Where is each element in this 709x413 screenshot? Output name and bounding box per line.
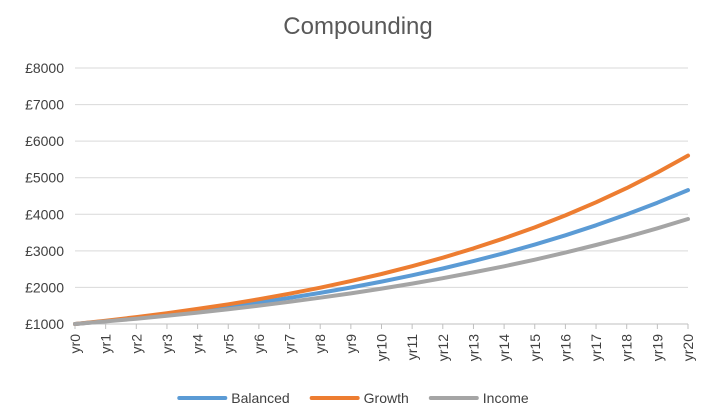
x-tick-label: yr4: [190, 334, 206, 354]
y-tick-label: £1000: [25, 316, 64, 332]
legend-label-income: Income: [483, 390, 529, 406]
series-line-balanced: [73, 188, 690, 326]
legend: Balanced Growth Income: [177, 390, 529, 406]
y-tick-label: £3000: [25, 243, 64, 259]
x-tick-label: yr11: [404, 334, 420, 360]
x-tick-label: yr6: [251, 334, 267, 354]
series-line-income: [73, 217, 690, 326]
x-tick-label: yr3: [159, 334, 175, 354]
x-tick-label: yr10: [374, 334, 390, 361]
x-tick-label: yr8: [312, 334, 328, 354]
x-tick-label: yr5: [220, 334, 236, 354]
x-tick-label: yr1: [98, 334, 114, 354]
x-tick-label: yr9: [343, 334, 359, 354]
x-tick-label: yr13: [465, 334, 481, 361]
x-tick-label: yr20: [680, 334, 696, 361]
y-tick-label: £6000: [25, 133, 64, 149]
x-tick-label: yr12: [435, 334, 451, 361]
gridlines: [75, 67, 688, 325]
x-tick-label: yr14: [496, 334, 512, 361]
x-tick-label: yr18: [619, 334, 635, 361]
x-tick-label: yr2: [128, 334, 144, 354]
legend-label-balanced: Balanced: [231, 390, 289, 406]
chart-title: Compounding: [283, 13, 432, 40]
series-line-growth: [73, 153, 690, 326]
x-tick-label: yr16: [557, 334, 573, 361]
y-tick-label: £8000: [25, 60, 64, 76]
x-tick-label: yr17: [588, 334, 604, 361]
axes: £1000 £2000 £3000 £4000 £5000 £6000 £7000 £8000…: [25, 60, 696, 361]
x-tick-label: yr15: [527, 334, 543, 361]
legend-label-growth: Growth: [364, 390, 409, 406]
x-tick-label: yr0: [67, 334, 83, 354]
x-tick-label: yr19: [649, 334, 665, 361]
y-tick-label: £5000: [25, 170, 64, 186]
series-lines: [73, 153, 690, 326]
y-tick-label: £4000: [25, 206, 64, 222]
x-tick-label: yr7: [282, 334, 298, 354]
y-tick-label: £7000: [25, 97, 64, 113]
y-tick-label: £2000: [25, 279, 64, 295]
